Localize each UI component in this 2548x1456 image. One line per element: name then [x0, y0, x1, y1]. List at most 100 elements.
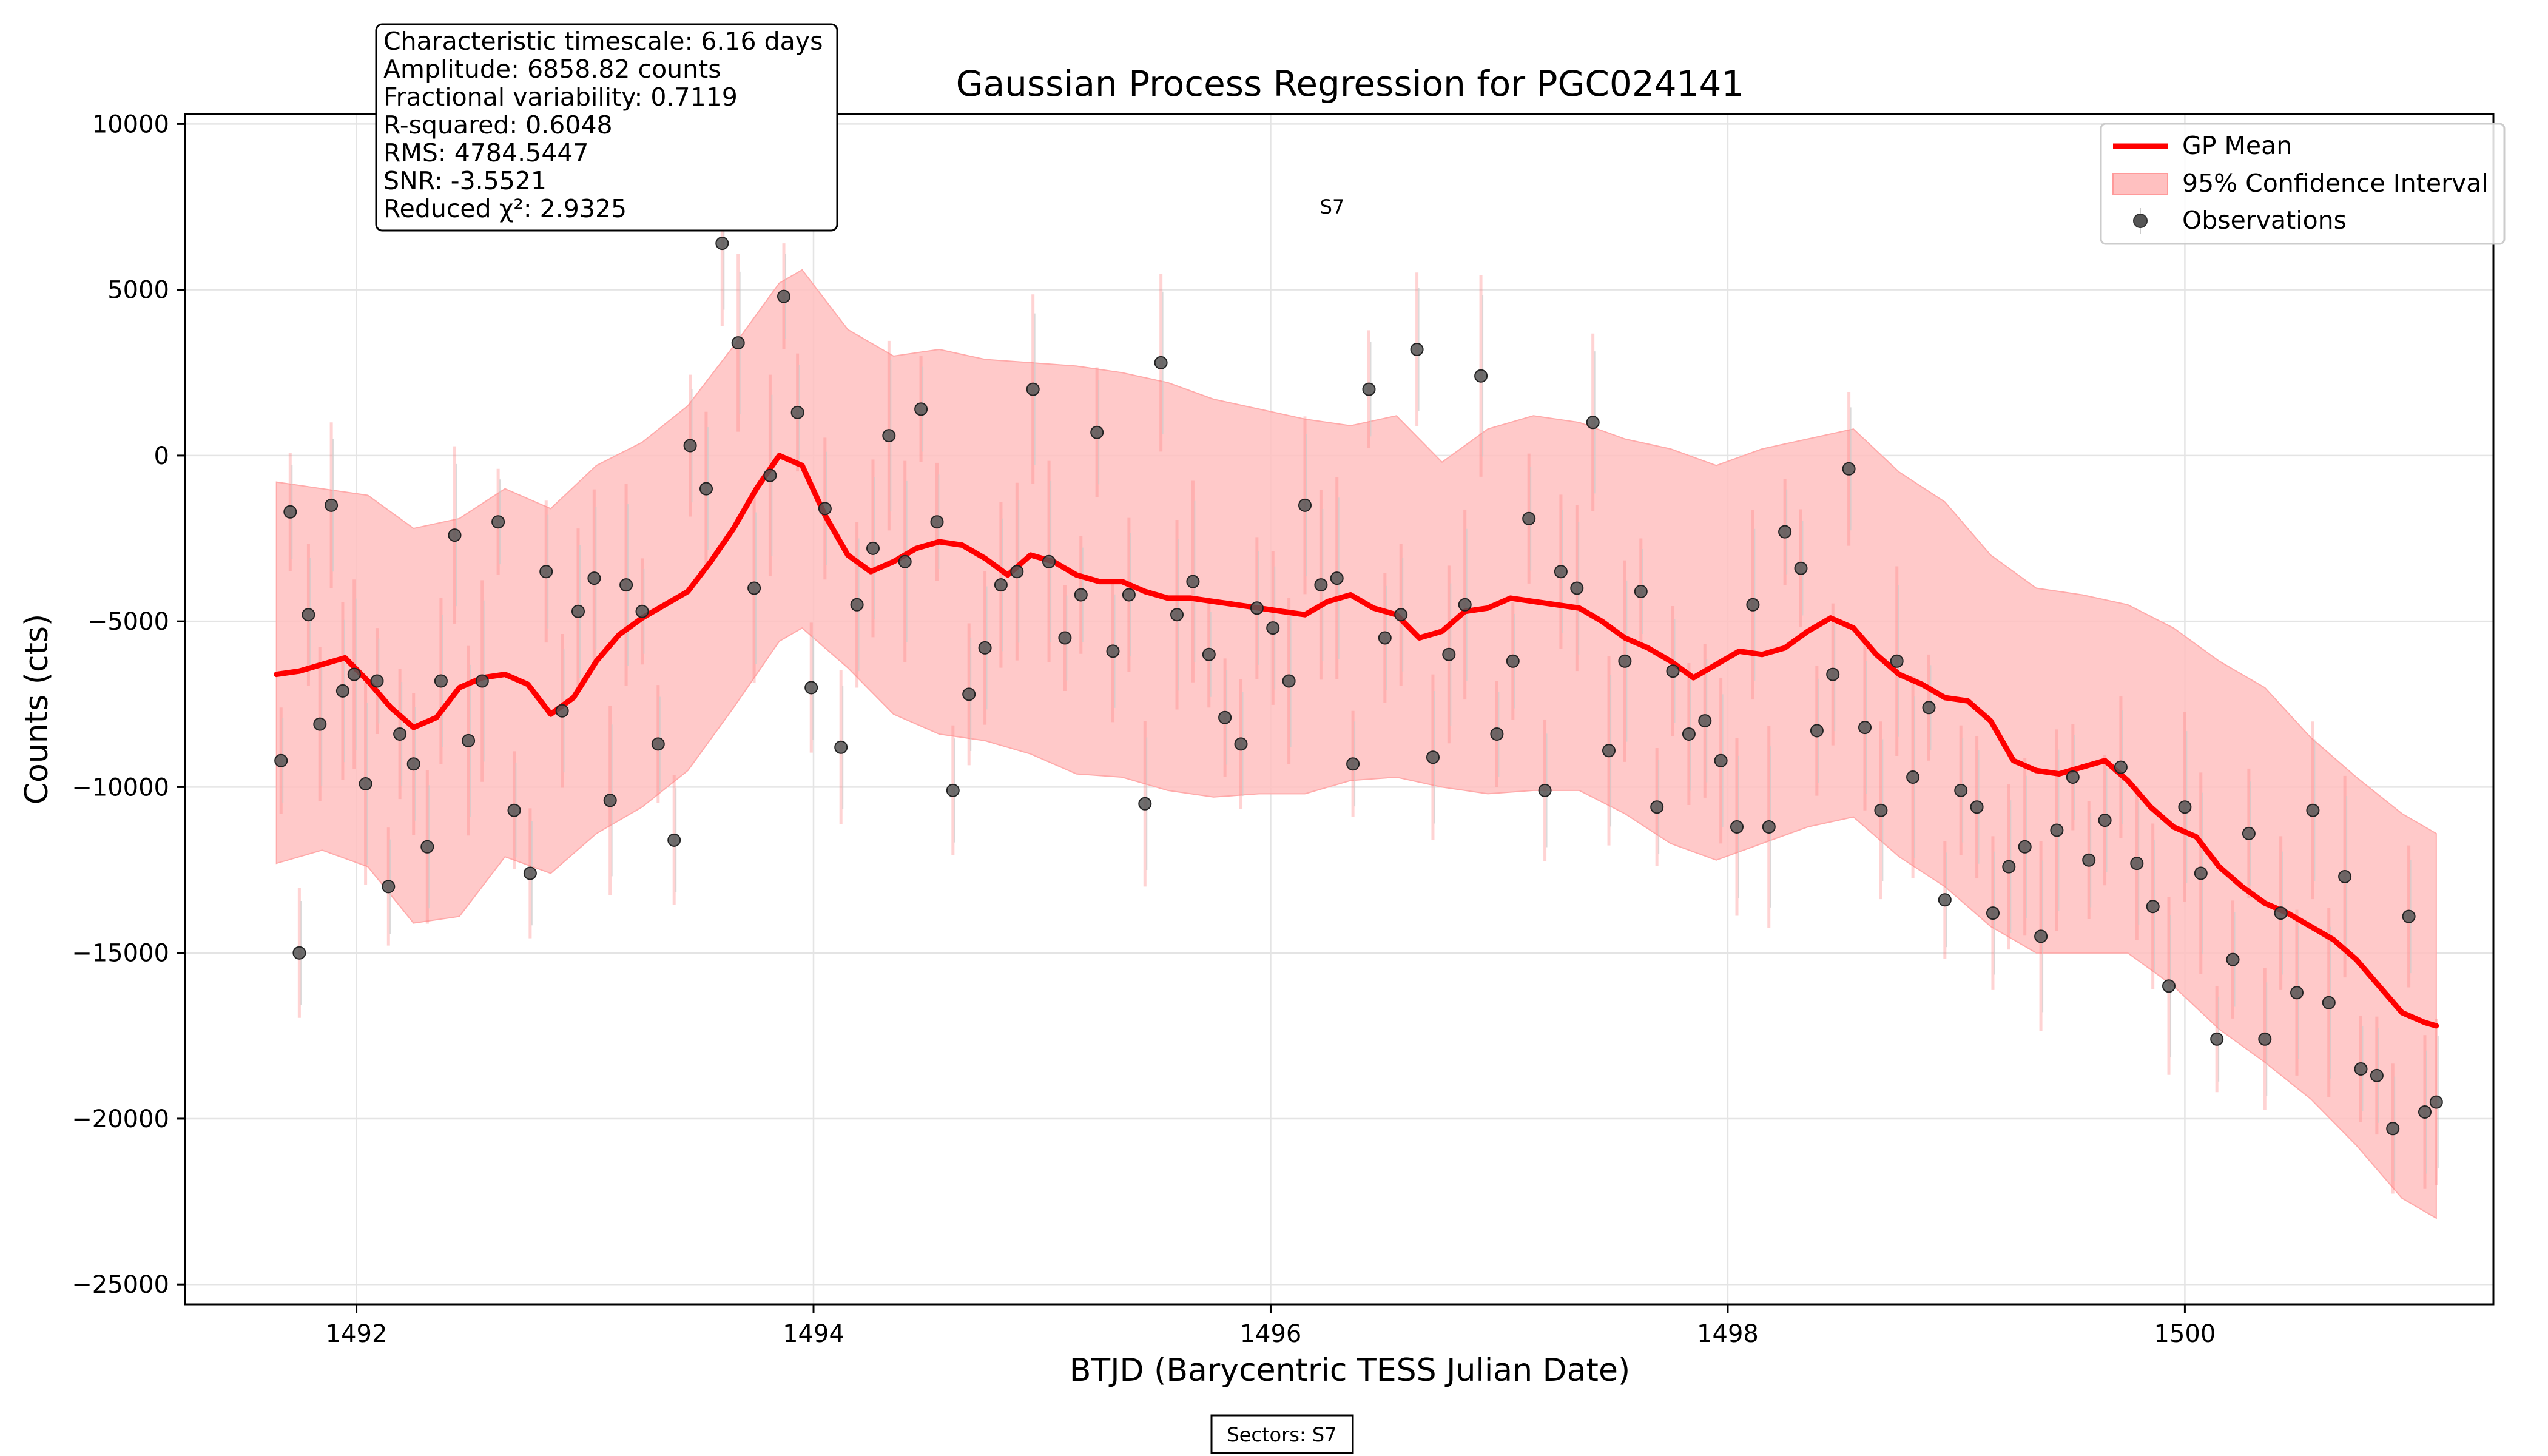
sectors-footer-box: Sectors: S7 — [1210, 1414, 1354, 1454]
observation-point — [1442, 647, 1456, 661]
stats-line-timescale: Characteristic timescale: 6.16 days — [383, 27, 823, 56]
stats-line-r-squared: R-squared: 0.6048 — [383, 110, 613, 140]
observation-point — [804, 681, 818, 695]
gp-mean-line — [274, 453, 2439, 1029]
observation-point — [2082, 853, 2096, 867]
x-axis-title: BTJD (Barycentric TESS Julian Date) — [1070, 1352, 1630, 1389]
chart-title: Gaussian Process Regression for PGC02414… — [956, 63, 1744, 104]
observation-point — [834, 740, 848, 754]
observation-point — [1490, 727, 1504, 741]
observation-point — [635, 604, 649, 618]
observation-point — [2370, 1068, 2384, 1082]
observation-point — [2418, 1105, 2432, 1119]
observation-point — [2178, 800, 2192, 814]
confidence-band — [275, 269, 2437, 1219]
y-tick-label: 0 — [154, 442, 169, 470]
observation-point — [603, 794, 617, 807]
legend: GP Mean 95% Confidence Interval Observat… — [2100, 123, 2506, 245]
legend-label-gp-mean: GP Mean — [2182, 131, 2292, 160]
observation-point — [651, 737, 665, 751]
observation-point — [946, 783, 960, 797]
observation-point — [866, 541, 880, 555]
stats-line-fractional-variability: Fractional variability: 0.7119 — [383, 83, 738, 112]
observation-point — [302, 608, 315, 622]
observation-point — [1250, 601, 1264, 615]
x-tick-label: 1498 — [1697, 1320, 1759, 1348]
observation-point — [1394, 608, 1408, 622]
observation-point — [1378, 631, 1392, 645]
observation-point — [313, 717, 327, 731]
stats-line-amplitude: Amplitude: 6858.82 counts — [383, 55, 721, 84]
observation-point — [1266, 621, 1280, 635]
observation-point — [523, 866, 537, 880]
observation-point — [978, 641, 992, 655]
observation-point — [2002, 860, 2016, 874]
observation-point — [1026, 382, 1040, 396]
observation-point — [1458, 598, 1472, 612]
x-tick-label: 1492 — [326, 1320, 388, 1348]
observation-point — [1922, 701, 1936, 715]
observation-point — [1842, 462, 1856, 476]
y-tick-label: −15000 — [72, 940, 169, 968]
observation-point — [1234, 737, 1248, 751]
observation-point — [274, 753, 288, 767]
observation-point — [2034, 929, 2048, 943]
observation-point — [2226, 952, 2240, 966]
observation-point — [2386, 1122, 2400, 1136]
observation-point — [1730, 820, 1744, 834]
observation-point — [930, 515, 944, 529]
observation-point — [1170, 608, 1184, 622]
observation-point — [1826, 667, 1840, 681]
observation-point — [2306, 803, 2320, 817]
observations-layer — [274, 237, 2443, 1136]
observation-point — [1618, 654, 1632, 668]
observation-point — [898, 554, 912, 568]
observation-point — [1186, 575, 1200, 588]
observation-point — [2258, 1032, 2272, 1046]
observation-point — [1410, 343, 1424, 356]
observation-point — [1202, 647, 1216, 661]
observation-point — [1650, 800, 1664, 814]
observation-point — [1106, 644, 1120, 658]
observation-point — [2018, 840, 2032, 854]
observation-point — [1634, 585, 1648, 598]
x-tick-label: 1500 — [2154, 1320, 2216, 1348]
plot-frame — [184, 113, 2495, 1306]
observation-point — [491, 515, 505, 529]
observation-point — [1858, 721, 1872, 735]
observation-point — [667, 833, 681, 847]
observation-point — [2402, 909, 2416, 923]
y-tick-label: 5000 — [107, 277, 169, 305]
observation-point — [370, 674, 384, 688]
gp-mean-layer — [274, 453, 2439, 1029]
observation-point — [1362, 382, 1376, 396]
observation-point — [715, 237, 729, 251]
observation-point — [1042, 554, 1056, 568]
observation-point — [1522, 511, 1536, 525]
observation-point — [1074, 588, 1088, 602]
stats-line-reduced-chi2: Reduced χ²: 2.9325 — [383, 194, 627, 223]
observation-point — [335, 684, 349, 698]
observation-point — [763, 468, 777, 482]
observation-point — [1330, 571, 1344, 585]
observation-point — [962, 687, 976, 701]
stats-box: Characteristic timescale: 6.16 days Ampl… — [375, 23, 838, 232]
observation-point — [347, 667, 361, 681]
observation-point — [1906, 770, 1920, 784]
observation-point — [2210, 1032, 2224, 1046]
observation-point — [555, 704, 569, 718]
observation-point — [406, 757, 420, 771]
observation-point — [2274, 906, 2288, 920]
observation-point — [507, 803, 521, 817]
observation-point — [420, 840, 434, 854]
observation-point — [1602, 744, 1616, 758]
x-tick-label: 1496 — [1240, 1320, 1302, 1348]
observation-point — [2066, 770, 2080, 784]
confidence-band-layer — [275, 269, 2437, 1219]
y-tick-label: −10000 — [72, 774, 169, 801]
observation-point — [914, 402, 928, 416]
observation-point — [1714, 753, 1728, 767]
observation-point — [1506, 654, 1520, 668]
observation-point — [1890, 654, 1904, 668]
